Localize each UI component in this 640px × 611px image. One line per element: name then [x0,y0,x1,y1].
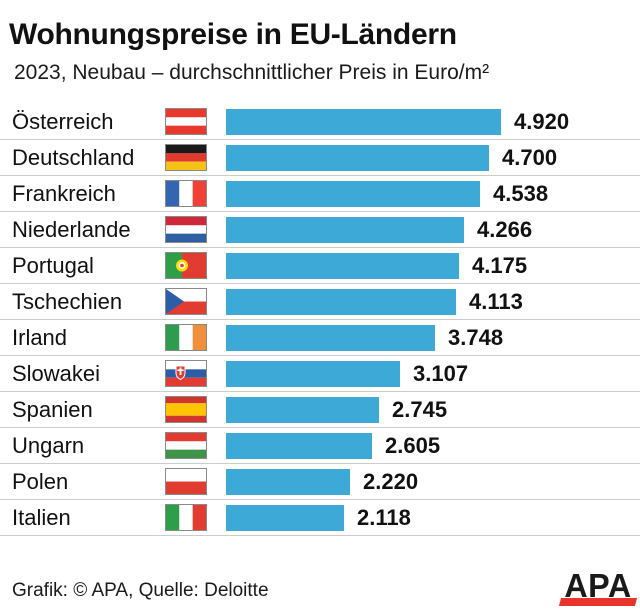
ie-flag-icon [165,324,207,351]
footer: Grafik: © APA, Quelle: Deloitte APA [0,551,640,611]
apa-logo-text: APA [564,566,632,604]
value-bar [226,360,400,387]
country-label: Spanien [12,396,93,422]
value-bar [226,504,344,531]
value-bar [226,288,456,315]
cz-flag-icon [165,288,207,315]
chart-row: Italien 2.118 [0,500,640,536]
chart-row: Slowakei 3.107 [0,356,640,392]
chart-row: Ungarn 2.605 [0,428,640,464]
value-bar [226,180,480,207]
value-label: 2.745 [392,396,448,422]
chart-row: Spanien 2.745 [0,392,640,428]
chart-row: Polen 2.220 [0,464,640,500]
de-flag-icon [165,144,207,171]
value-label: 3.748 [448,324,504,350]
value-bar [226,252,459,279]
pt-flag-icon [165,252,207,279]
value-label: 4.266 [477,216,533,242]
country-label: Frankreich [12,180,116,206]
header: Wohnungspreise in EU-Ländern 2023, Neuba… [0,0,640,85]
at-flag-icon [165,108,207,135]
value-label: 3.107 [413,360,469,386]
value-bar [226,108,501,135]
country-label: Deutschland [12,144,135,170]
value-bar [226,396,379,423]
value-label: 4.700 [502,144,558,170]
value-bar [226,468,350,495]
value-label: 4.538 [493,180,549,206]
country-label: Niederlande [12,216,131,242]
country-label: Tschechien [12,288,123,314]
chart-row: Niederlande 4.266 [0,212,640,248]
chart-row: Österreich 4.920 [0,104,640,140]
bar-chart: Österreich 4.920 Deutschland 4.700 Frankreic… [0,104,640,536]
chart-row: Deutschland 4.700 [0,140,640,176]
page-title: Wohnungspreise in EU-Ländern [9,18,457,51]
country-label: Slowakei [12,360,101,386]
value-label: 4.920 [514,108,570,134]
value-label: 4.113 [469,288,523,314]
value-bar [226,432,372,459]
hu-flag-icon [165,432,207,459]
it-flag-icon [165,504,207,531]
fr-flag-icon [165,180,207,207]
subtitle: 2023, Neubau – durchschnittlicher Preis … [14,61,490,84]
pl-flag-icon [165,468,207,495]
chart-row: Tschechien 4.113 [0,284,640,320]
country-label: Portugal [12,252,94,278]
value-label: 2.118 [357,504,411,530]
country-label: Polen [12,468,69,494]
value-label: 4.175 [472,252,528,278]
value-label: 2.605 [385,432,441,458]
value-bar [226,144,489,171]
value-bar [226,324,435,351]
sk-flag-icon [165,360,207,387]
chart-row: Irland 3.748 [0,320,640,356]
country-label: Irland [12,324,68,350]
apa-logo: APA [558,566,638,606]
apa-logo-red-bar-icon [558,598,638,606]
country-label: Ungarn [12,432,85,458]
value-bar [226,216,464,243]
source-credit: Grafik: © APA, Quelle: Deloitte [12,580,269,601]
nl-flag-icon [165,216,207,243]
chart-row: Portugal 4.175 [0,248,640,284]
chart-row: Frankreich 4.538 [0,176,640,212]
country-label: Österreich [12,108,114,134]
es-flag-icon [165,396,207,423]
country-label: Italien [12,504,71,530]
value-label: 2.220 [363,468,419,494]
